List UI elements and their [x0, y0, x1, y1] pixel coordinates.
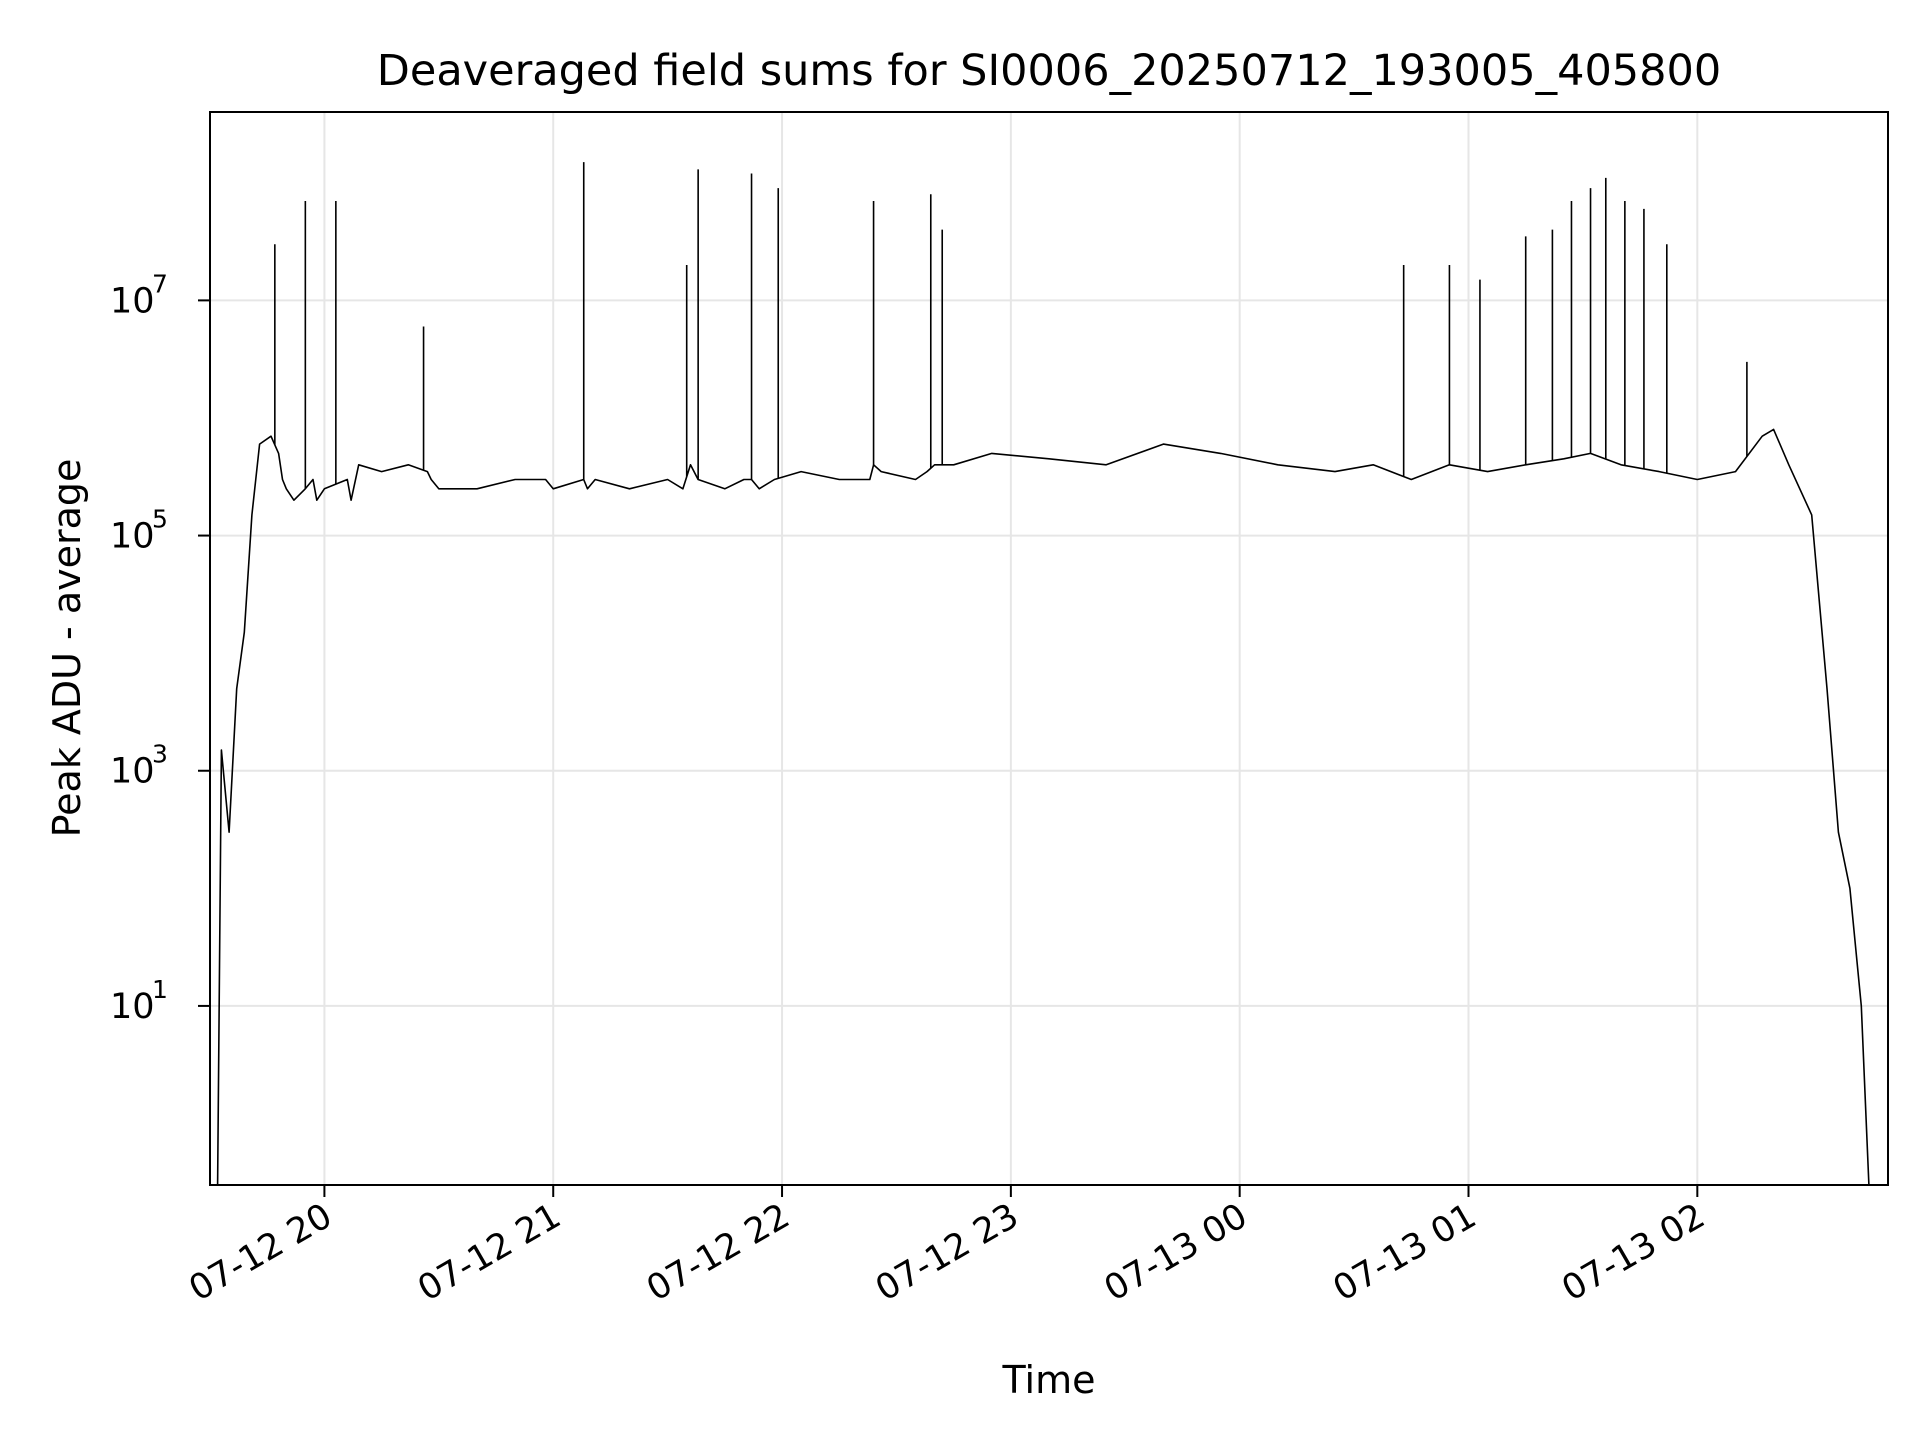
y-tick-label: 10 [110, 517, 155, 557]
y-tick-exponent: 7 [152, 269, 168, 298]
series-group [216, 162, 1870, 1185]
chart-title: Deaveraged field sums for SI0006_2025071… [377, 46, 1722, 96]
y-axis-label: Peak ADU - average [45, 459, 89, 838]
series-line [216, 428, 1870, 1185]
y-tick-label: 10 [110, 281, 155, 321]
y-tick-label: 10 [110, 752, 155, 792]
x-axis-label: Time [1002, 1358, 1096, 1402]
y-tick-exponent: 3 [152, 740, 168, 769]
plot-area [216, 162, 1870, 1185]
grid [210, 112, 1888, 1185]
y-tick-exponent: 5 [152, 505, 168, 534]
axes-frame [209, 111, 1889, 1186]
y-tick-label: 10 [110, 987, 155, 1027]
y-tick-exponent: 1 [152, 975, 168, 1004]
